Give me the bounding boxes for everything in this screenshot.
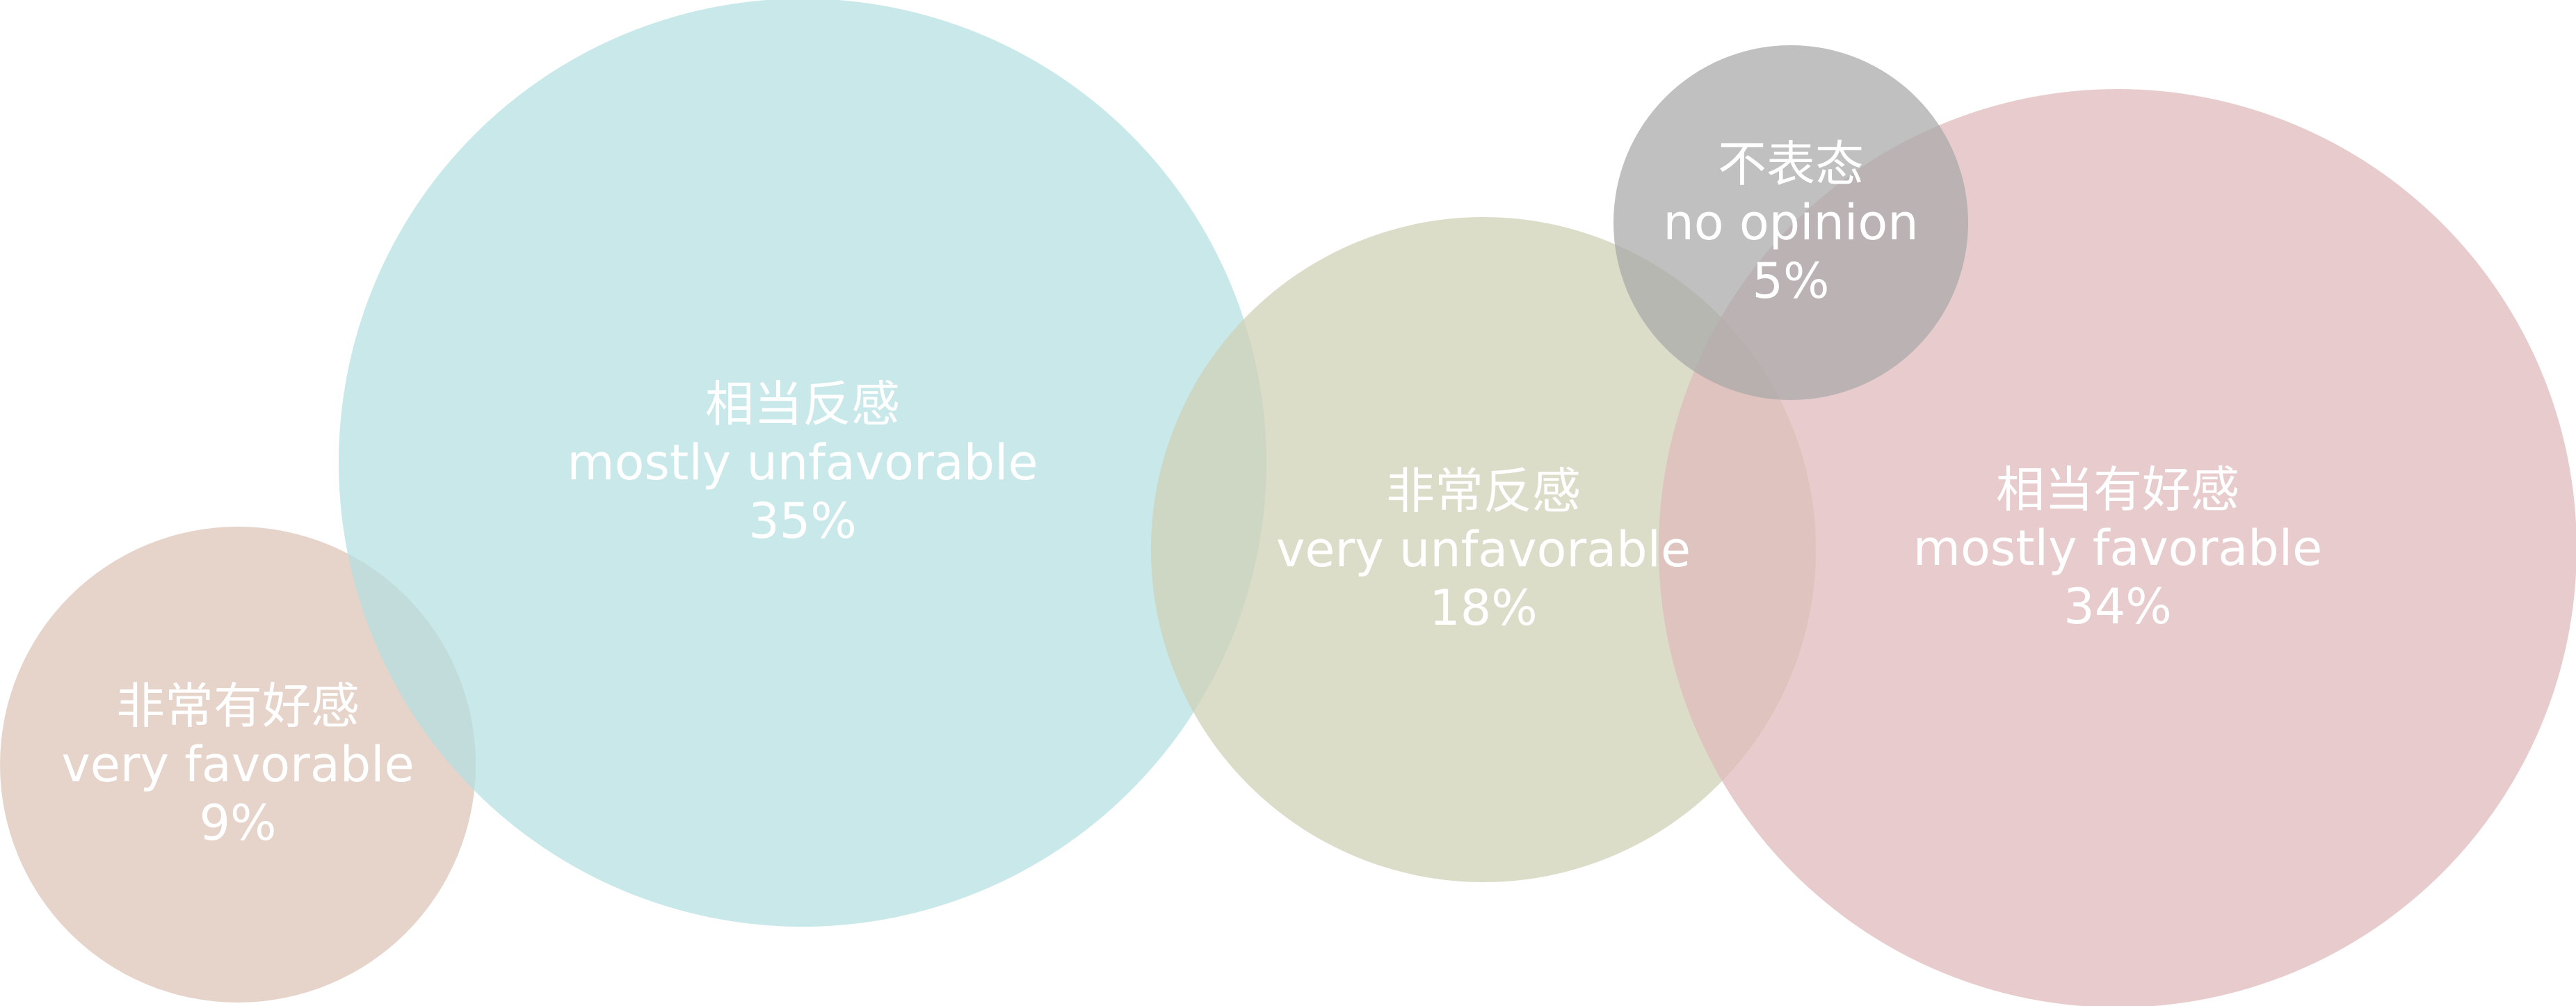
bubble-very-favorable [0,527,476,1003]
bubble-no-opinion-label-en: no opinion [1663,194,1918,251]
bubble-mostly-unfavorable [339,0,1266,927]
bubble-mostly-unfavorable-value-label: 35% [748,493,857,550]
bubble-no-opinion [1613,45,1968,400]
bubble-very-favorable-label-en: very favorable [61,736,414,793]
bubble-mostly-favorable-value-label: 34% [2063,578,2172,635]
bubble-no-opinion-value-label: 5% [1752,253,1829,310]
bubble-very-favorable-label-cn: 非常有好感 [116,678,360,735]
bubble-no-opinion-label-cn: 不表态 [1718,136,1864,193]
bubble-very-unfavorable-label-cn: 非常反感 [1386,463,1581,520]
bubble-very-unfavorable [1151,217,1816,882]
bubble-very-favorable-value-label: 9% [199,795,276,852]
bubble-very-unfavorable-value-label: 18% [1429,580,1538,637]
bubble-mostly-unfavorable-label-cn: 相当反感 [705,376,900,433]
bubble-mostly-favorable-label-en: mostly favorable [1913,520,2322,577]
bubble-very-unfavorable-label-en: very unfavorable [1276,521,1691,578]
bubble-mostly-favorable-label-cn: 相当有好感 [1996,461,2239,518]
bubble-mostly-unfavorable-label-en: mostly unfavorable [567,434,1038,491]
